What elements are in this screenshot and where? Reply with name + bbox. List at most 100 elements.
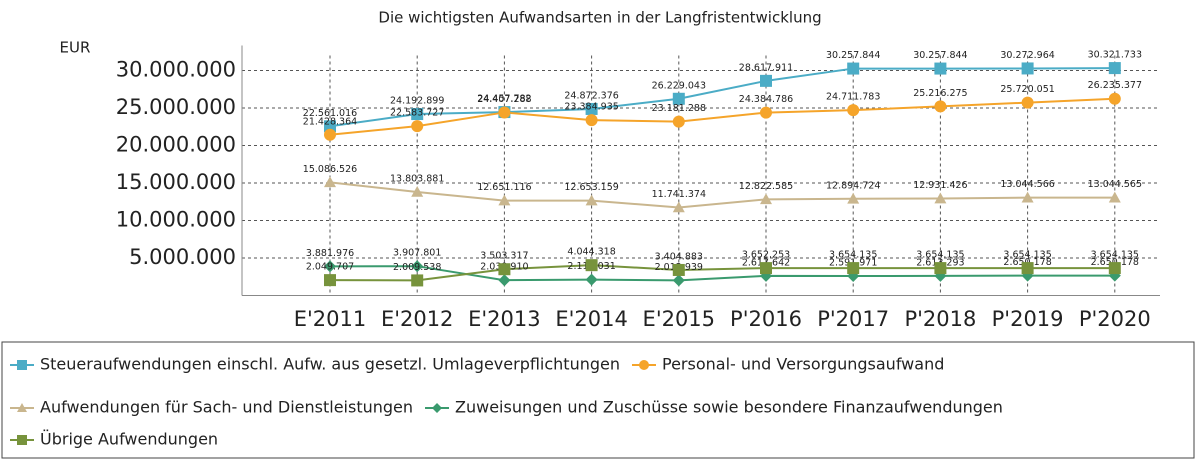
data-label: 3.654.135 [829,250,877,261]
legend-marker [432,403,443,413]
marker [847,262,860,275]
legend-marker [17,360,27,370]
marker [324,128,336,141]
chart-title: Die wichtigsten Aufwandsarten in der Lan… [378,9,821,27]
data-label: 30.272.964 [1000,50,1054,61]
data-label: 25.720.051 [1000,84,1054,95]
data-label: 23.384.935 [564,102,618,113]
data-label: 15.086.526 [303,164,357,175]
marker [411,260,424,273]
marker [1021,262,1034,275]
marker [672,263,685,276]
data-label: 26.235.377 [1088,80,1142,91]
data-label: 24.711.783 [826,92,880,103]
y-tick-label: 30.000.000 [116,58,236,82]
data-label: 23.181.288 [652,103,706,114]
legend-marker [17,403,27,412]
marker [324,260,336,273]
data-label: 3.652.253 [742,250,790,261]
marker [934,100,947,113]
marker [1108,62,1121,75]
series-line [329,264,1115,282]
legend-marker [17,435,27,445]
data-label: 21.428.364 [303,116,357,127]
legend-label: Zuweisungen und Zuschüsse sowie besonder… [455,398,1003,417]
data-label: 3.654.135 [1003,250,1051,261]
marker [585,102,598,115]
marker [324,274,336,287]
data-label: 3.654.135 [916,250,964,261]
data-label: 22.561.016 [303,108,357,119]
marker [411,108,424,121]
data-label: 3.907.801 [393,248,441,259]
legend-marker [639,360,649,370]
marker [411,274,424,287]
marker [760,193,772,205]
data-label: 3.503.317 [480,251,528,262]
data-label: 11.741.374 [652,189,706,200]
data-label: 13.044.566 [1000,179,1054,190]
data-label: 22.583.727 [390,108,444,119]
data-label: 28.617.911 [739,62,793,73]
data-label: 12.653.159 [564,182,618,193]
marker [847,104,860,117]
data-label: 12.894.724 [826,180,880,191]
data-label: 25.216.275 [913,88,967,99]
data-label: 12.822.585 [739,181,793,192]
x-tick-label: P'2018 [904,307,976,331]
y-axis-label: EUR [60,39,91,57]
marker [672,274,685,287]
legend-label: Personal- und Versorgungsaufwand [662,355,944,374]
x-tick-label: E'2011 [294,307,367,331]
data-label: 24.192.899 [390,96,444,107]
marker [498,194,511,206]
data-label: 4.044.318 [567,247,615,258]
marker [324,176,336,188]
marker [411,185,424,197]
y-tick-label: 15.000.000 [116,170,236,194]
legend-label: Aufwendungen für Sach- und Dienstleistun… [40,398,413,417]
x-tick-label: P'2019 [992,307,1064,331]
y-tick-label: 5.000.000 [129,245,236,269]
legend-label: Steueraufwendungen einschl. Aufw. aus ge… [40,355,620,374]
marker [1108,92,1121,105]
marker [585,273,598,286]
series-line [329,97,1115,136]
data-label: 26.229.043 [652,80,706,91]
data-label: 24.457.782 [477,94,531,105]
data-label: 30.321.733 [1088,50,1142,61]
data-label: 13.044.565 [1088,179,1142,190]
marker [934,192,947,204]
marker [760,74,772,87]
series-line [329,265,1115,282]
series-line [329,181,1115,209]
marker [847,192,860,204]
data-label: 13.803.881 [390,173,444,184]
marker [585,194,598,206]
marker [760,262,772,275]
x-tick-label: P'2017 [817,307,889,331]
marker [1021,191,1034,203]
data-label: 24.872.376 [564,90,618,101]
data-label: 24.384.786 [739,94,793,105]
data-label: 30.257.844 [913,50,967,61]
data-label: 2.009.538 [393,262,441,273]
marker [1021,96,1034,109]
x-tick-label: P'2016 [730,307,802,331]
data-label: 2.049.707 [306,262,354,273]
y-tick-label: 25.000.000 [116,95,236,119]
marker [934,262,947,275]
legend-box [1,341,1195,459]
x-tick-label: P'2020 [1079,307,1151,331]
data-label: 12.651.116 [477,182,531,193]
marker [498,274,511,287]
x-tick-label: E'2014 [555,307,628,331]
marker [672,92,685,105]
data-label: 12.931.426 [913,180,967,191]
marker [672,201,685,213]
marker [324,120,336,133]
data-label: 3.654.135 [1091,250,1139,261]
marker [498,263,511,276]
marker [847,62,860,75]
